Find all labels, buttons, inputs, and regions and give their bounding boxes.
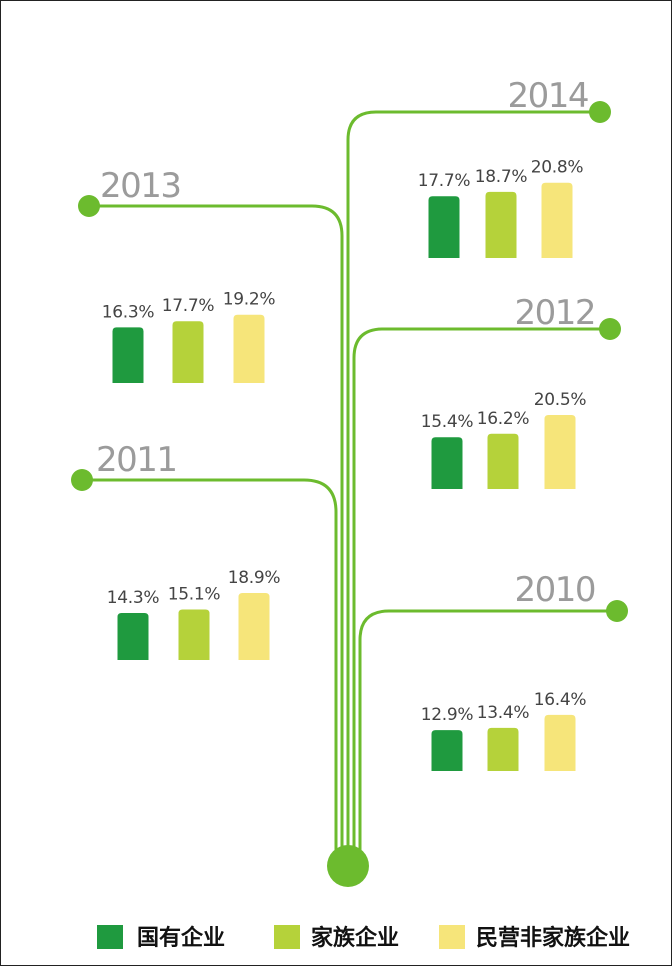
bar-value-label-2010-1: 12.9%: [421, 705, 474, 725]
bar-value-label-2012-3: 20.5%: [534, 390, 587, 410]
bar-2010-1: [431, 730, 463, 771]
branch-line-2014: [346, 110, 598, 860]
bar-value-label-2012-2: 16.2%: [477, 409, 530, 429]
year-group-2010: 2010 12.9% 13.4%16.4%: [421, 570, 597, 771]
bar-value-label-2012-1: 15.4%: [421, 412, 474, 432]
bar-2013-2: [172, 321, 204, 383]
year-group-2013: 2013 16.3% 17.7% 19.2%: [100, 166, 276, 383]
bar-2010-3: [544, 714, 576, 771]
bar-value-label-2014-3: 20.8%: [531, 158, 584, 178]
bar-2012-1: [431, 437, 463, 489]
year-label-2010: 2010: [514, 570, 595, 610]
branch-node-2014: [589, 101, 611, 123]
bar-2014-2: [485, 191, 517, 258]
year-label-2013: 2013: [100, 166, 181, 206]
tree-branches: [71, 101, 628, 887]
year-group-2012: 2012 15.4% 16.2%20.5%: [421, 293, 597, 489]
bar-value-label-2013-2: 17.7%: [162, 296, 215, 316]
bar-2013-3: [233, 314, 265, 383]
legend-swatch-1: [97, 925, 123, 949]
branch-line-2013: [92, 204, 344, 860]
bar-2012-3: [544, 415, 576, 489]
bar-2012-2: [487, 433, 519, 489]
bar-value-label-2010-2: 13.4%: [477, 703, 530, 723]
bar-2013-1: [112, 327, 144, 383]
year-group-2011: 2011 14.3% 15.1% 18.9%: [96, 440, 281, 660]
branch-node-2012: [599, 318, 621, 340]
bar-2014-1: [428, 196, 460, 258]
bar-value-label-2011-2: 15.1%: [168, 585, 221, 605]
branch-line-2010: [358, 609, 614, 860]
bar-value-label-2011-1: 14.3%: [107, 588, 160, 608]
bar-2010-2: [487, 727, 519, 771]
legend-label-3: 民营非家族企业: [476, 925, 630, 951]
legend-swatch-2: [274, 925, 300, 949]
legend-label-2: 家族企业: [311, 925, 399, 951]
bar-value-label-2014-2: 18.7%: [475, 167, 528, 187]
bar-value-label-2014-1: 17.7%: [418, 171, 471, 191]
legend-label-1: 国有企业: [137, 925, 225, 951]
legend-swatch-3: [439, 925, 465, 949]
year-label-2014: 2014: [507, 76, 588, 116]
bar-value-label-2013-3: 19.2%: [223, 290, 276, 310]
tree-root-node: [327, 845, 369, 887]
year-label-2011: 2011: [96, 440, 177, 480]
bar-value-label-2011-3: 18.9%: [228, 568, 281, 588]
bar-2011-1: [117, 613, 149, 660]
bar-2014-3: [541, 182, 573, 258]
branch-node-2010: [606, 600, 628, 622]
year-group-2014: 2014 17.7% 18.7% 20.8%: [418, 76, 590, 258]
year-label-2012: 2012: [514, 293, 595, 333]
branch-line-2012: [352, 327, 606, 860]
bar-value-label-2010-3: 16.4%: [534, 690, 587, 710]
bar-2011-3: [238, 593, 270, 660]
branch-node-2011: [71, 469, 93, 491]
branch-line-2011: [86, 478, 338, 860]
branch-node-2013: [78, 195, 100, 217]
bar-value-label-2013-1: 16.3%: [102, 302, 155, 322]
legend: 国有企业 家族企业 民营非家族企业: [97, 925, 630, 951]
bar-2011-2: [178, 609, 210, 660]
